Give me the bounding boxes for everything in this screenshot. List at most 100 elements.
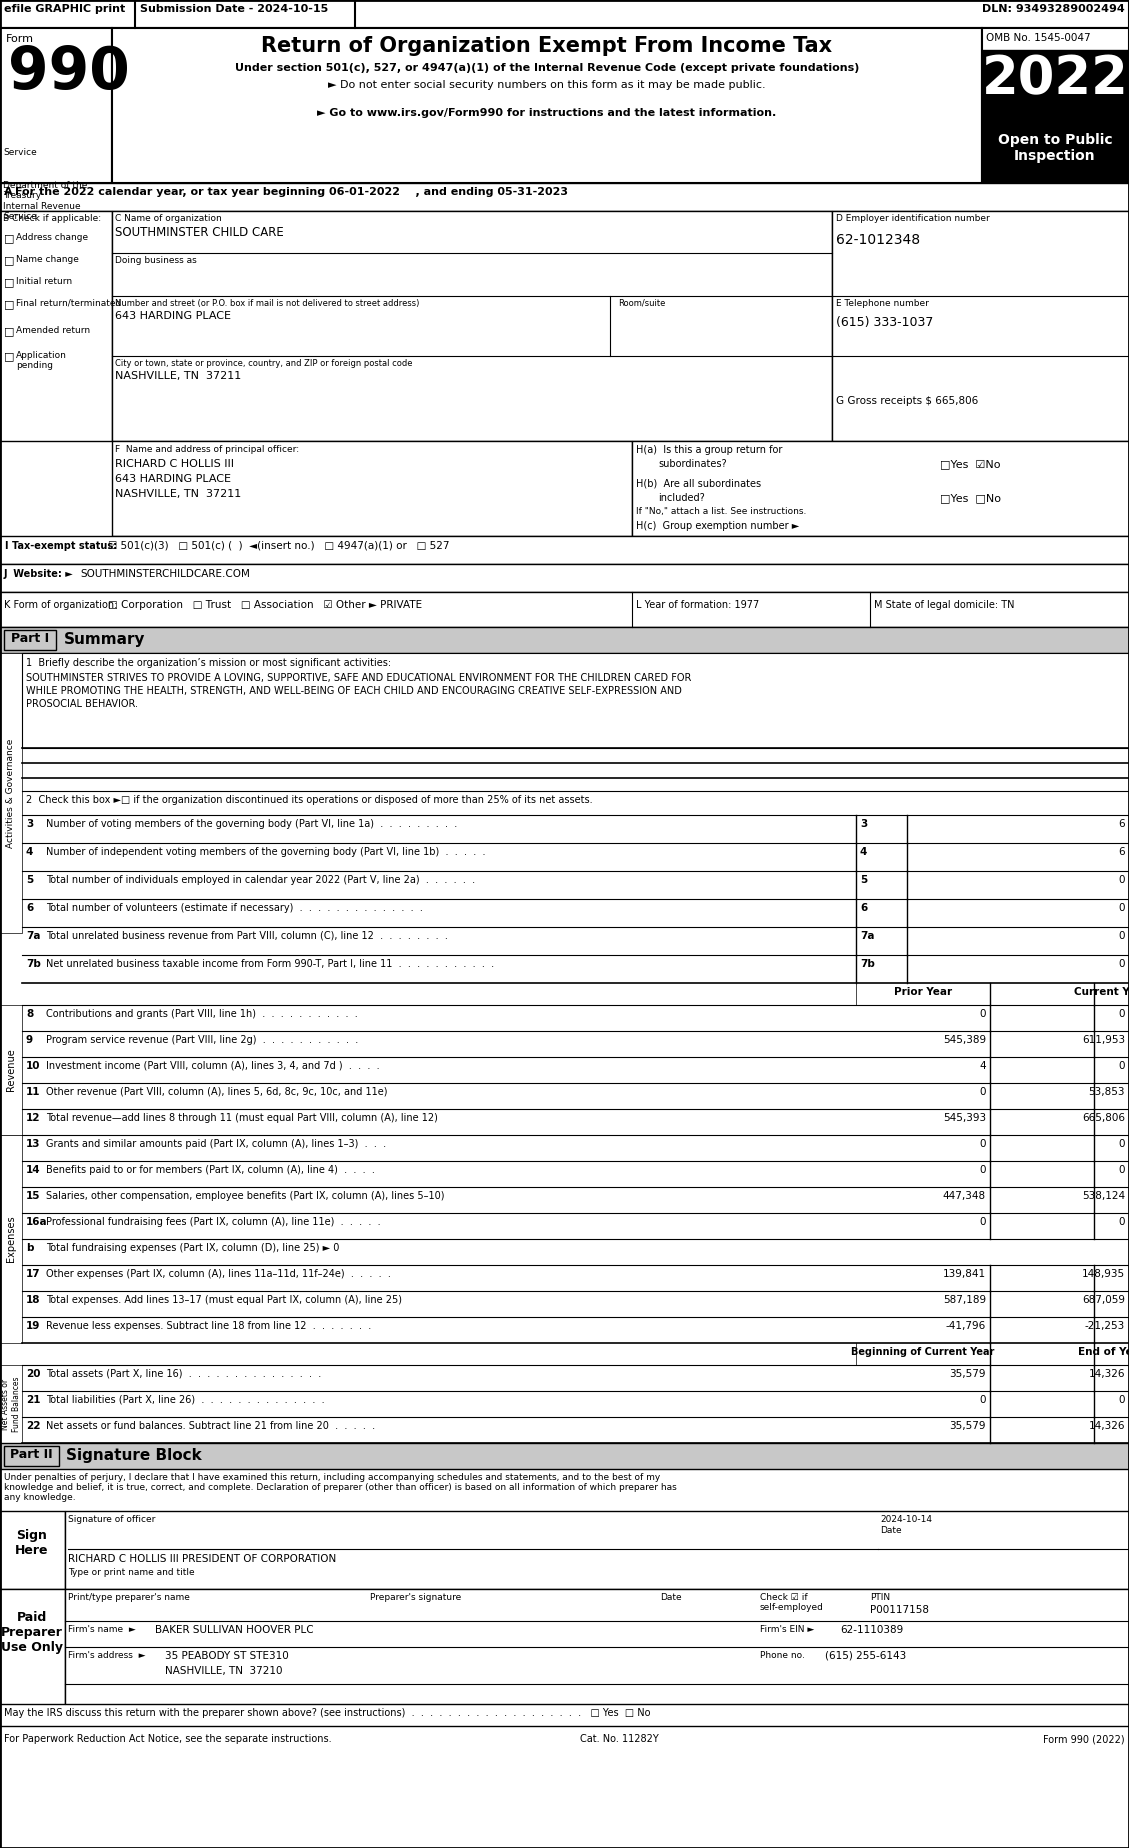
Bar: [0, 28, 112, 183]
Bar: [832, 211, 1129, 442]
Text: End of Year: End of Year: [1077, 1347, 1129, 1356]
Text: 148,935: 148,935: [1082, 1270, 1124, 1279]
Text: Professional fundraising fees (Part IX, column (A), line 11e)  .  .  .  .  .: Professional fundraising fees (Part IX, …: [46, 1218, 380, 1227]
Text: Net assets or fund balances. Subtract line 21 from line 20  .  .  .  .  .: Net assets or fund balances. Subtract li…: [46, 1421, 375, 1430]
Text: Beginning of Current Year: Beginning of Current Year: [851, 1347, 995, 1356]
Text: Paid
Preparer
Use Only: Paid Preparer Use Only: [1, 1611, 63, 1654]
Text: E Telephone number: E Telephone number: [835, 299, 929, 309]
Text: 62-1110389: 62-1110389: [840, 1624, 903, 1635]
Text: Submission Date - 2024-10-15: Submission Date - 2024-10-15: [140, 4, 329, 15]
Text: RICHARD C HOLLIS III: RICHARD C HOLLIS III: [115, 458, 234, 469]
Text: Form: Form: [6, 33, 34, 44]
Text: Date: Date: [879, 1526, 902, 1536]
Text: Program service revenue (Part VIII, line 2g)  .  .  .  .  .  .  .  .  .  .  .: Program service revenue (Part VIII, line…: [46, 1035, 358, 1044]
Text: 14: 14: [26, 1164, 41, 1175]
Text: 139,841: 139,841: [943, 1270, 986, 1279]
Text: For Paperwork Reduction Act Notice, see the separate instructions.: For Paperwork Reduction Act Notice, see …: [5, 1733, 332, 1745]
Text: H(a)  Is this a group return for: H(a) Is this a group return for: [636, 445, 782, 455]
Text: 2024-10-14: 2024-10-14: [879, 1515, 933, 1525]
Bar: [0, 1443, 1129, 1469]
Text: 14,326: 14,326: [1088, 1421, 1124, 1430]
Text: Activities & Governance: Activities & Governance: [7, 739, 16, 848]
Text: 17: 17: [26, 1270, 41, 1279]
Text: 6: 6: [860, 904, 867, 913]
Text: P00117158: P00117158: [870, 1606, 929, 1615]
Text: 35,579: 35,579: [949, 1369, 986, 1379]
Text: M State of legal domicile: TN: M State of legal domicile: TN: [874, 601, 1015, 610]
Text: 0: 0: [1119, 904, 1124, 913]
Text: SOUTHMINSTER STRIVES TO PROVIDE A LOVING, SUPPORTIVE, SAFE AND EDUCATIONAL ENVIR: SOUTHMINSTER STRIVES TO PROVIDE A LOVING…: [26, 673, 691, 684]
Text: Total number of volunteers (estimate if necessary)  .  .  .  .  .  .  .  .  .  .: Total number of volunteers (estimate if …: [46, 904, 423, 913]
Text: C Name of organization: C Name of organization: [115, 214, 221, 224]
Text: 6: 6: [26, 904, 33, 913]
Text: Total liabilities (Part X, line 26)  .  .  .  .  .  .  .  .  .  .  .  .  .  .: Total liabilities (Part X, line 26) . . …: [46, 1395, 325, 1404]
Text: 0: 0: [980, 1164, 986, 1175]
Text: included?: included?: [658, 493, 704, 503]
Text: 18: 18: [26, 1295, 41, 1305]
Text: 35,579: 35,579: [949, 1421, 986, 1430]
Bar: [982, 28, 1129, 183]
Text: Department of the
Treasury
Internal Revenue
Service: Department of the Treasury Internal Reve…: [3, 181, 87, 222]
Bar: [5, 1445, 59, 1465]
Text: Total expenses. Add lines 13–17 (must equal Part IX, column (A), line 25): Total expenses. Add lines 13–17 (must eq…: [46, 1295, 402, 1305]
Bar: [0, 1589, 65, 1704]
Text: Total revenue—add lines 8 through 11 (must equal Part VIII, column (A), line 12): Total revenue—add lines 8 through 11 (mu…: [46, 1112, 438, 1124]
Text: DLN: 93493289002494: DLN: 93493289002494: [982, 4, 1124, 15]
Text: I: I: [5, 541, 8, 551]
Text: efile GRAPHIC print: efile GRAPHIC print: [5, 4, 125, 15]
Text: Signature of officer: Signature of officer: [68, 1515, 156, 1525]
Text: Total unrelated business revenue from Part VIII, column (C), line 12  .  .  .  .: Total unrelated business revenue from Pa…: [46, 931, 448, 941]
Text: Sign
Here: Sign Here: [16, 1528, 49, 1558]
Text: Grants and similar amounts paid (Part IX, column (A), lines 1–3)  .  .  .: Grants and similar amounts paid (Part IX…: [46, 1138, 386, 1149]
Text: WHILE PROMOTING THE HEALTH, STRENGTH, AND WELL-BEING OF EACH CHILD AND ENCOURAGI: WHILE PROMOTING THE HEALTH, STRENGTH, AN…: [26, 686, 682, 697]
Text: 643 HARDING PLACE: 643 HARDING PLACE: [115, 473, 231, 484]
Text: Initial return: Initial return: [16, 277, 72, 286]
Text: b: b: [26, 1244, 34, 1253]
Text: 0: 0: [1119, 1218, 1124, 1227]
Text: 545,393: 545,393: [943, 1112, 986, 1124]
Text: OMB No. 1545-0047: OMB No. 1545-0047: [986, 33, 1091, 43]
Text: Expenses: Expenses: [6, 1216, 16, 1262]
Text: Benefits paid to or for members (Part IX, column (A), line 4)  .  .  .  .: Benefits paid to or for members (Part IX…: [46, 1164, 375, 1175]
Text: 7b: 7b: [860, 959, 875, 968]
Text: F  Name and address of principal officer:: F Name and address of principal officer:: [115, 445, 299, 455]
Text: 53,853: 53,853: [1088, 1087, 1124, 1098]
Text: 35 PEABODY ST STE310: 35 PEABODY ST STE310: [165, 1650, 289, 1661]
Text: 10: 10: [26, 1061, 41, 1072]
Text: 4: 4: [26, 846, 34, 857]
Text: (615) 255-6143: (615) 255-6143: [825, 1650, 907, 1661]
Text: Part I: Part I: [11, 632, 49, 645]
Text: PTIN: PTIN: [870, 1593, 890, 1602]
Text: Form 990 (2022): Form 990 (2022): [1043, 1733, 1124, 1745]
Text: 0: 0: [1119, 1138, 1124, 1149]
Text: D Employer identification number: D Employer identification number: [835, 214, 990, 224]
Text: PROSOCIAL BEHAVIOR.: PROSOCIAL BEHAVIOR.: [26, 699, 138, 710]
Text: Name change: Name change: [16, 255, 79, 264]
Text: NASHVILLE, TN  37210: NASHVILLE, TN 37210: [165, 1667, 282, 1676]
Bar: [112, 28, 982, 183]
Text: Under penalties of perjury, I declare that I have examined this return, includin: Under penalties of perjury, I declare th…: [5, 1473, 660, 1482]
Text: any knowledge.: any knowledge.: [5, 1493, 76, 1502]
Text: ☑ 501(c)(3)   □ 501(c) (  )  ◄(insert no.)   □ 4947(a)(1) or   □ 527: ☑ 501(c)(3) □ 501(c) ( ) ◄(insert no.) □…: [108, 541, 449, 551]
Text: City or town, state or province, country, and ZIP or foreign postal code: City or town, state or province, country…: [115, 359, 412, 368]
Text: 447,348: 447,348: [943, 1190, 986, 1201]
Text: 62-1012348: 62-1012348: [835, 233, 920, 248]
Text: 14,326: 14,326: [1088, 1369, 1124, 1379]
Bar: [65, 1512, 1129, 1589]
Text: Number and street (or P.O. box if mail is not delivered to street address): Number and street (or P.O. box if mail i…: [115, 299, 419, 309]
Text: (615) 333-1037: (615) 333-1037: [835, 316, 934, 329]
Text: 1  Briefly describe the organization’s mission or most significant activities:: 1 Briefly describe the organization’s mi…: [26, 658, 391, 667]
Text: Current Year: Current Year: [1074, 987, 1129, 998]
Bar: [0, 536, 1129, 564]
Text: May the IRS discuss this return with the preparer shown above? (see instructions: May the IRS discuss this return with the…: [5, 1708, 650, 1719]
Text: 12: 12: [26, 1112, 41, 1124]
Text: □: □: [5, 325, 15, 336]
Text: ► Do not enter social security numbers on this form as it may be made public.: ► Do not enter social security numbers o…: [329, 79, 765, 91]
Bar: [0, 652, 21, 933]
Text: Part II: Part II: [10, 1449, 52, 1462]
Text: NASHVILLE, TN  37211: NASHVILLE, TN 37211: [115, 371, 242, 381]
Text: 4: 4: [860, 846, 867, 857]
Bar: [632, 442, 1129, 536]
Text: Summary: Summary: [64, 632, 146, 647]
Text: 611,953: 611,953: [1082, 1035, 1124, 1044]
